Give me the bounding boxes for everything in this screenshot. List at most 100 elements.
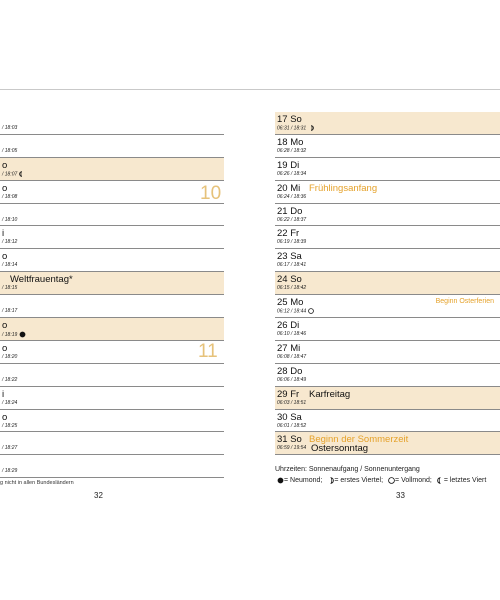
day-label: 21 Do	[277, 205, 303, 217]
event-label: Beginn der Sommerzeit	[309, 434, 409, 446]
day-row: / 18:05	[0, 135, 224, 158]
sun-times-text: / 18:14	[2, 262, 18, 269]
day-label: o	[2, 320, 8, 332]
day-label: i	[2, 388, 5, 400]
day-label: 17 So	[277, 114, 302, 125]
sun-times: / 18:03	[2, 125, 17, 131]
new-moon-icon	[19, 331, 26, 338]
legend-item: = Vollmond;	[386, 477, 432, 484]
sun-times-text: 06:10 / 18:46	[277, 331, 307, 338]
sun-times: / 18:08	[2, 194, 17, 200]
sun-times-text: / 18:10	[2, 216, 18, 223]
day-label: 29 Fr	[277, 388, 300, 400]
day-row: 19 Di 06:26 / 18:34	[275, 158, 500, 181]
legend-item-text: = letztes Viert	[443, 477, 487, 485]
day-row: 30 Sa 06:01 / 18:52	[275, 410, 500, 433]
sun-times: / 18:22	[2, 377, 17, 383]
last-quarter-moon-icon	[437, 477, 441, 484]
day-row: 28 Do 06:06 / 18:49	[275, 364, 500, 387]
sun-times-text: 06:31 / 18:31	[277, 125, 307, 132]
sun-times-text: 06:03 / 18:51	[277, 399, 307, 406]
sun-times-text: / 18:24	[2, 399, 18, 406]
sun-times: 06:08 / 18:47	[277, 354, 306, 360]
sun-times-text: 06:24 / 18:36	[277, 193, 307, 200]
day-row: o/ 18:25	[0, 410, 224, 433]
day-row: 21 Do 06:22 / 18:37	[275, 204, 500, 227]
day-label: 22 Fr	[277, 228, 300, 240]
top-rule	[247, 89, 500, 90]
sun-times: / 18:19	[2, 331, 26, 338]
sun-times-text: / 18:12	[2, 239, 18, 246]
sun-times-text: / 18:19	[2, 331, 18, 338]
day-row: 26 Di 06:10 / 18:46	[275, 318, 500, 341]
sun-times: / 18:17	[2, 308, 17, 314]
sun-times-text: / 18:05	[2, 147, 18, 154]
sun-times: / 18:15	[2, 285, 17, 291]
sun-times: 06:22 / 18:37	[277, 217, 306, 223]
day-row: o/ 18:20	[0, 341, 224, 364]
day-row: 23 Sa 06:17 / 18:41	[275, 249, 500, 273]
day-label: 30 Sa	[277, 411, 302, 423]
day-row: o/ 18:08	[0, 181, 224, 204]
legend-title: Uhrzeiten: Sonnenaufgang / Sonnenunterga…	[275, 466, 420, 473]
left-page: / 18:03/ 18:05 o/ 18:07 o/ 18:08/ 18:10 i / …	[0, 0, 247, 600]
day-label: 25 Mo	[277, 297, 304, 309]
sun-times-text: / 18:15	[2, 285, 18, 292]
sun-times: / 18:12	[2, 239, 17, 245]
sun-times-text: / 18:29	[2, 468, 18, 475]
sun-times-text: / 18:20	[2, 353, 18, 360]
day-label: 18 Mo	[277, 136, 304, 148]
legend-item-text: = erstes Viertel;	[334, 477, 384, 485]
day-label: o	[2, 159, 8, 171]
top-rule	[0, 89, 247, 90]
sun-times: / 18:20	[2, 354, 17, 360]
legend-item: = erstes Viertel;	[325, 477, 383, 484]
sun-times-text: 06:17 / 18:41	[277, 262, 307, 269]
footnote: g nicht in allen Bundesländern	[0, 480, 74, 486]
sun-times: / 18:25	[2, 423, 17, 429]
legend-item-text: = Vollmond;	[395, 477, 432, 485]
last-quarter-moon-icon	[19, 170, 23, 177]
day-label: 28 Do	[277, 365, 303, 377]
first-quarter-moon-icon	[311, 125, 314, 131]
full-moon-icon	[388, 477, 395, 484]
sun-times-text: / 18:25	[2, 422, 18, 429]
sun-times: 06:59 / 19:54	[277, 445, 306, 451]
sun-times-text: 06:19 / 18:39	[277, 239, 307, 246]
day-row: i/ 18:24	[0, 387, 224, 410]
day-row: 18 Mo 06:28 / 18:32	[275, 135, 500, 158]
sun-times: 06:17 / 18:41	[277, 262, 306, 268]
new-moon-icon	[277, 477, 284, 484]
day-row: Weltfrauentag*/ 18:15	[0, 272, 224, 296]
page-number-right: 33	[396, 491, 405, 500]
sun-times: 06:24 / 18:36	[277, 194, 306, 200]
legend-item-text: = Neumond;	[284, 477, 323, 485]
sun-times-text: / 18:07	[2, 171, 18, 178]
day-row: o/ 18:19	[0, 318, 224, 341]
day-label: o	[2, 411, 8, 423]
legend-item: = letztes Viert	[435, 477, 486, 484]
sun-times: 06:01 / 18:52	[277, 423, 306, 429]
sun-times: / 18:24	[2, 400, 17, 406]
sun-times: 06:06 / 18:49	[277, 377, 306, 383]
sun-times: 06:12 / 18:44	[277, 308, 315, 314]
day-row: 22 Fr 06:19 / 18:39	[275, 226, 500, 250]
sun-times: 06:10 / 18:46	[277, 331, 306, 337]
day-row: 31 So Beginn der Sommerzeit Ostersonntag 06…	[275, 432, 500, 456]
sun-times-text: / 18:22	[2, 376, 18, 383]
day-label: o	[2, 251, 8, 263]
event-label: Weltfrauentag*	[10, 274, 73, 286]
moon-legend: = Neumond; = erstes Viertel; = Vollmond; = …	[275, 477, 489, 484]
sun-times-text: / 18:03	[2, 125, 18, 131]
day-row: / 18:27	[0, 432, 224, 456]
day-row: 24 So 06:15 / 18:42	[275, 272, 500, 296]
sun-times: 06:26 / 18:34	[277, 171, 306, 177]
sun-times-text: 06:01 / 18:52	[277, 422, 307, 429]
week-number-11: 11	[198, 341, 218, 362]
day-label: 27 Mi	[277, 342, 301, 354]
page-number-left: 32	[94, 491, 103, 500]
day-row: / 18:22	[0, 364, 224, 387]
day-label: o	[2, 182, 8, 194]
holiday-note: Beginn Osterferien	[435, 298, 494, 306]
legend-item: = Neumond;	[275, 477, 322, 484]
